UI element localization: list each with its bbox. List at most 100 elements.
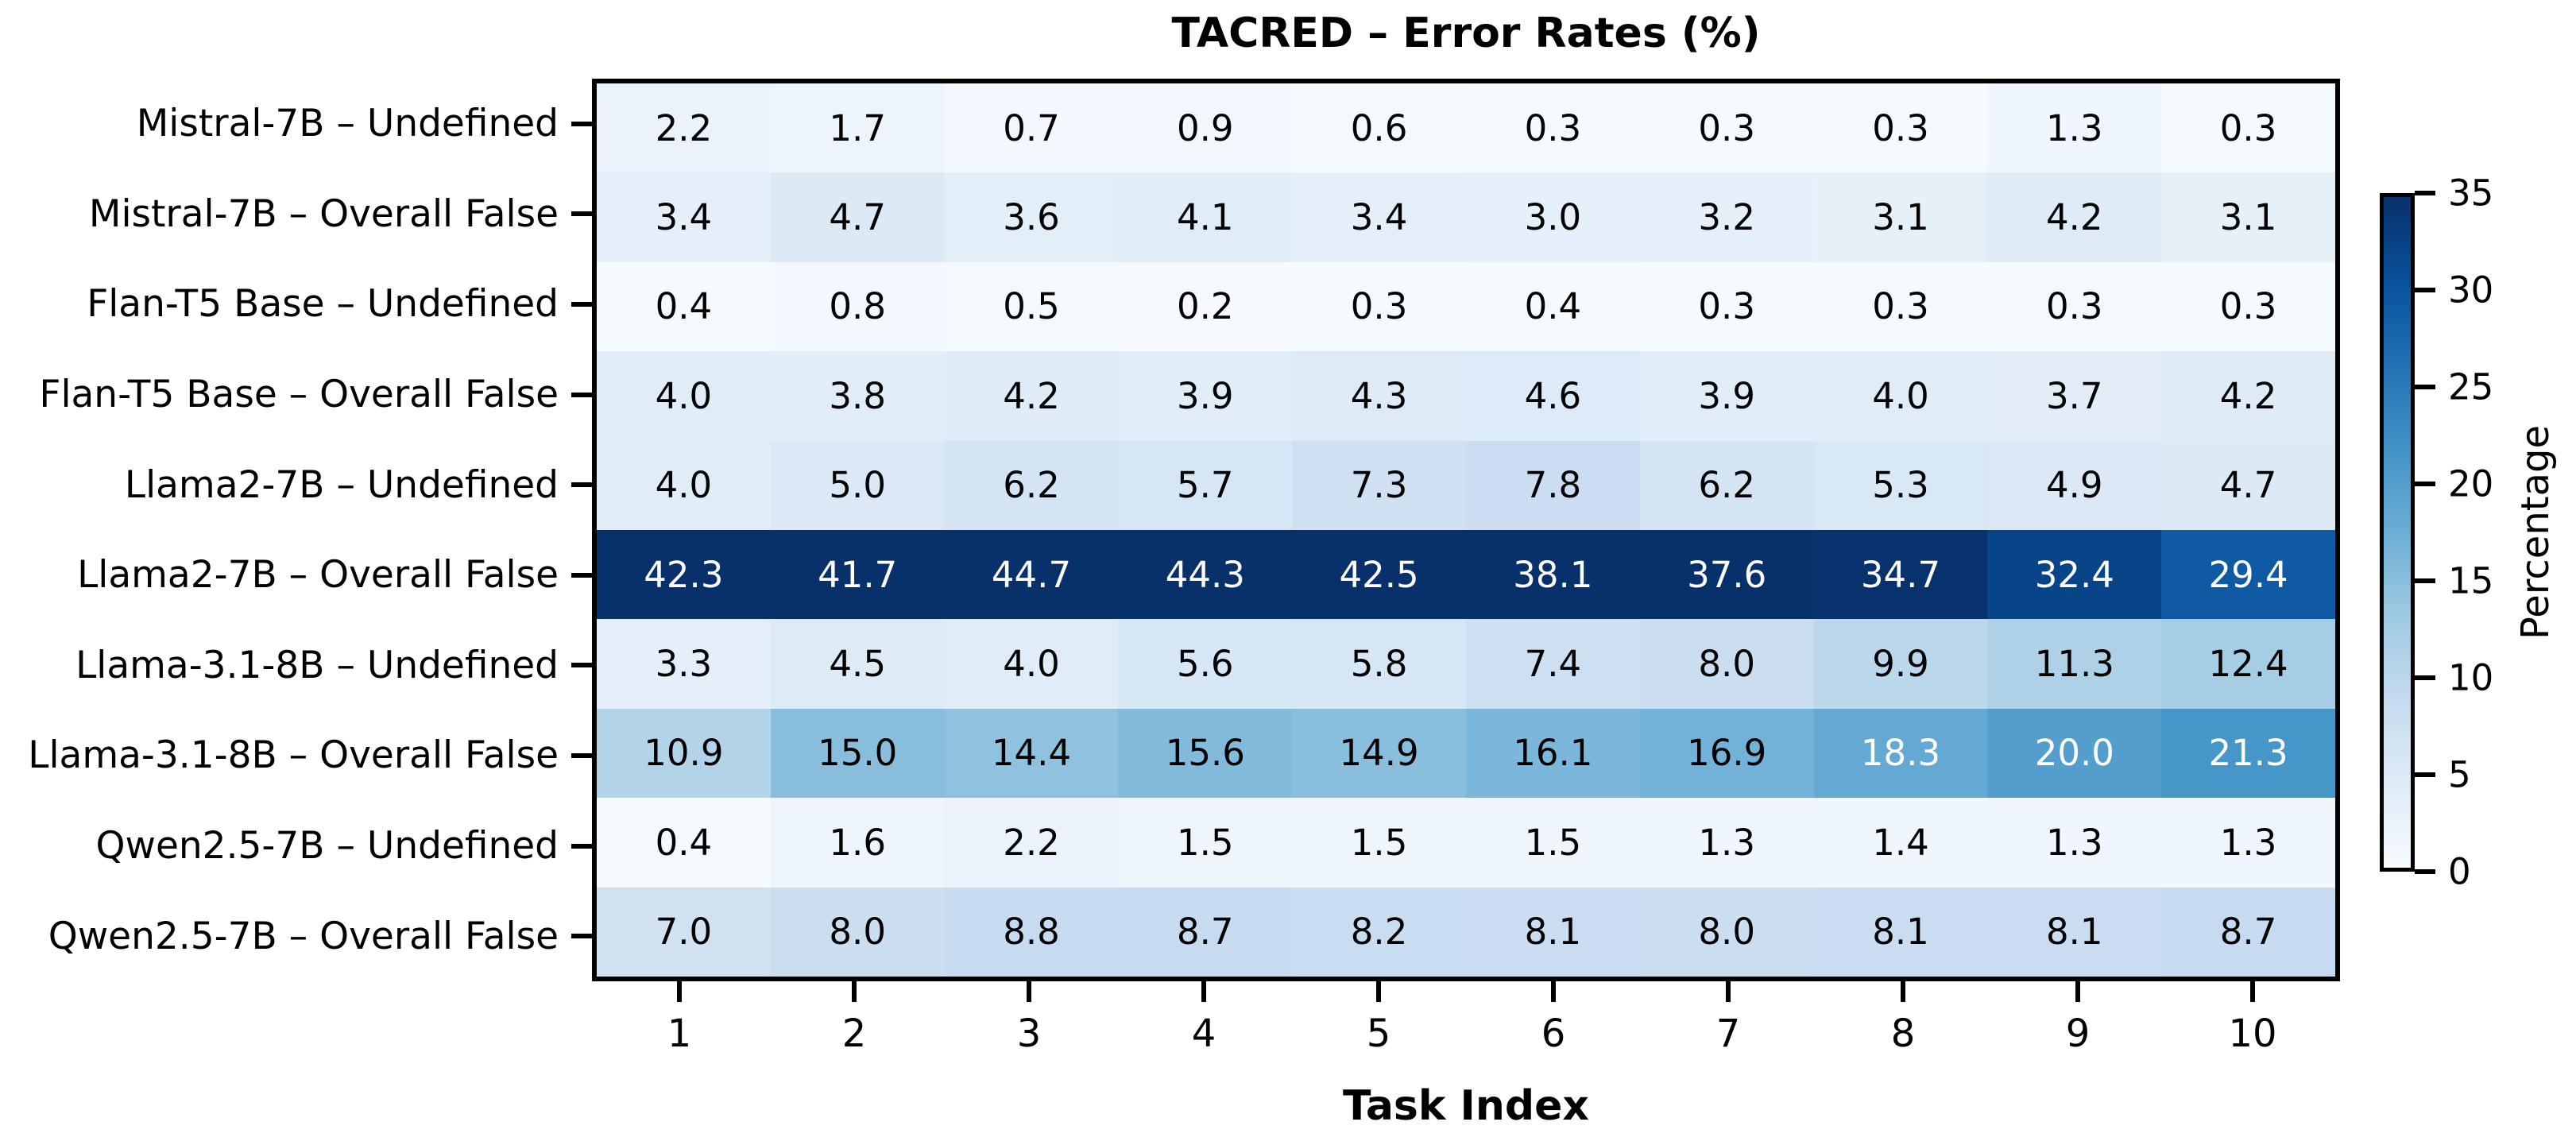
heatmap-cell-r4c1: 4.0 (597, 351, 771, 441)
heatmap-cell-r9c7: 1.3 (1639, 798, 1814, 888)
heatmap-cell-r1c10: 0.3 (2161, 83, 2335, 173)
heatmap-cell-r7c2: 4.5 (770, 619, 945, 709)
heatmap-cell-r7c9: 11.3 (1987, 619, 2162, 709)
colorbar-tick-mark (2415, 481, 2435, 486)
colorbar-tick-label: 25 (2448, 366, 2494, 408)
x-tick-label: 5 (1366, 1012, 1391, 1056)
colorbar-label: Percentage (2513, 424, 2558, 640)
x-tick-mark (2075, 981, 2080, 1002)
heatmap-cell-r5c3: 6.2 (944, 440, 1119, 530)
heatmap-cell-r2c6: 3.0 (1466, 172, 1640, 262)
heatmap-cell-r9c4: 1.5 (1118, 798, 1293, 888)
heatmap-cell-r10c1: 7.0 (597, 887, 771, 977)
heatmap-cell-r2c7: 3.2 (1639, 172, 1814, 262)
row-label: Flan-T5 Base – Undefined (87, 282, 559, 327)
row-label: Flan-T5 Base – Overall False (39, 373, 559, 417)
colorbar-tick-label: 10 (2448, 656, 2494, 699)
heatmap-cell-r10c9: 8.1 (1987, 887, 2162, 977)
heatmap-cell-r5c10: 4.7 (2161, 440, 2335, 530)
y-tick-mark (571, 572, 592, 578)
heatmap-cell-r9c10: 1.3 (2161, 798, 2335, 888)
colorbar-tick-label: 35 (2448, 172, 2494, 215)
heatmap-cell-r8c1: 10.9 (597, 708, 771, 799)
heatmap-cell-r6c10: 29.4 (2161, 530, 2335, 620)
heatmap-cell-r10c4: 8.7 (1118, 887, 1293, 977)
heatmap-cell-r3c8: 0.3 (1813, 261, 1988, 352)
heatmap-cell-r9c5: 1.5 (1292, 798, 1466, 888)
x-tick-mark (1201, 981, 1206, 1002)
x-tick-mark (1726, 981, 1731, 1002)
heatmap-cell-r5c2: 5.0 (770, 440, 945, 530)
x-tick-mark (2250, 981, 2255, 1002)
y-tick-mark (571, 752, 592, 758)
row-label: Qwen2.5-7B – Undefined (95, 824, 559, 868)
y-tick-mark (571, 843, 592, 849)
y-tick-row-7: Llama-3.1-8B – Undefined (0, 621, 592, 711)
heatmap-cell-r4c6: 4.6 (1466, 351, 1640, 441)
row-label: Llama2-7B – Overall False (77, 553, 559, 598)
row-label: Mistral-7B – Undefined (136, 102, 559, 146)
heatmap-cell-r10c10: 8.7 (2161, 887, 2335, 977)
heatmap-cell-r5c5: 7.3 (1292, 440, 1466, 530)
heatmap-cell-r9c2: 1.6 (770, 798, 945, 888)
heatmap-cell-r5c7: 6.2 (1639, 440, 1814, 530)
x-tick-label: 6 (1541, 1012, 1566, 1056)
y-tick-row-3: Flan-T5 Base – Undefined (0, 259, 592, 350)
x-tick-2: 2 (767, 981, 942, 1056)
x-tick-mark (1901, 981, 1905, 1002)
x-tick-label: 10 (2228, 1012, 2277, 1056)
row-label: Mistral-7B – Overall False (88, 191, 559, 236)
heatmap-cell-r8c8: 18.3 (1813, 708, 1988, 799)
heatmap-cell-r1c5: 0.6 (1292, 83, 1466, 173)
heatmap-cell-r3c4: 0.2 (1118, 261, 1293, 352)
heatmap-cell-r8c9: 20.0 (1987, 708, 2162, 799)
colorbar-tick-label: 20 (2448, 462, 2494, 505)
heatmap-cell-r4c8: 4.0 (1813, 351, 1988, 441)
heatmap-cell-r5c6: 7.8 (1466, 440, 1640, 530)
colorbar (2380, 193, 2415, 872)
heatmap-cell-r1c9: 1.3 (1987, 83, 2162, 173)
heatmap-cell-r1c1: 2.2 (597, 83, 771, 173)
x-tick-mark (1027, 981, 1031, 1002)
heatmap-cell-r3c3: 0.5 (944, 261, 1119, 352)
colorbar-tick-mark (2415, 675, 2435, 680)
colorbar-label-container: Percentage (2501, 193, 2570, 872)
heatmap-cell-r3c10: 0.3 (2161, 261, 2335, 352)
heatmap-cell-r2c5: 3.4 (1292, 172, 1466, 262)
heatmap-cell-r1c7: 0.3 (1639, 83, 1814, 173)
heatmap-cell-r3c6: 0.4 (1466, 261, 1640, 352)
heatmap-cell-r4c4: 3.9 (1118, 351, 1293, 441)
colorbar-tick-mark (2415, 869, 2435, 874)
heatmap-cell-r5c4: 5.7 (1118, 440, 1293, 530)
heatmap-cell-r3c9: 0.3 (1987, 261, 2162, 352)
heatmap-cell-r2c10: 3.1 (2161, 172, 2335, 262)
colorbar-tick-mark (2415, 191, 2435, 195)
y-axis: Mistral-7B – Undefined Mistral-7B – Overa… (0, 79, 592, 981)
heatmap-cell-r1c2: 1.7 (770, 83, 945, 173)
heatmap-cell-r6c6: 38.1 (1466, 530, 1640, 620)
y-tick-row-6: Llama2-7B – Overall False (0, 530, 592, 621)
heatmap-cell-r6c4: 44.3 (1118, 530, 1293, 620)
heatmap-cell-r7c5: 5.8 (1292, 619, 1466, 709)
x-tick-label: 1 (667, 1012, 692, 1056)
x-tick-mark (852, 981, 857, 1002)
heatmap-cell-r6c2: 41.7 (770, 530, 945, 620)
colorbar-tick-mark (2415, 288, 2435, 292)
colorbar-tick-mark (2415, 578, 2435, 583)
colorbar-tick-label: 5 (2448, 753, 2471, 796)
heatmap-cell-r9c8: 1.4 (1813, 798, 1988, 888)
x-tick-3: 3 (942, 981, 1116, 1056)
heatmap-cell-r5c1: 4.0 (597, 440, 771, 530)
x-tick-mark (1551, 981, 1556, 1002)
heatmap-cell-r10c6: 8.1 (1466, 887, 1640, 977)
heatmap-cell-r1c8: 0.3 (1813, 83, 1988, 173)
heatmap-cell-r2c2: 4.7 (770, 172, 945, 262)
x-tick-label: 4 (1191, 1012, 1216, 1056)
heatmap-cell-r6c5: 42.5 (1292, 530, 1466, 620)
heatmap-cell-r7c3: 4.0 (944, 619, 1119, 709)
x-tick-label: 9 (2065, 1012, 2091, 1056)
row-label: Llama-3.1-8B – Undefined (75, 643, 559, 687)
y-tick-row-1: Mistral-7B – Undefined (0, 79, 592, 169)
heatmap-cell-r7c6: 7.4 (1466, 619, 1640, 709)
